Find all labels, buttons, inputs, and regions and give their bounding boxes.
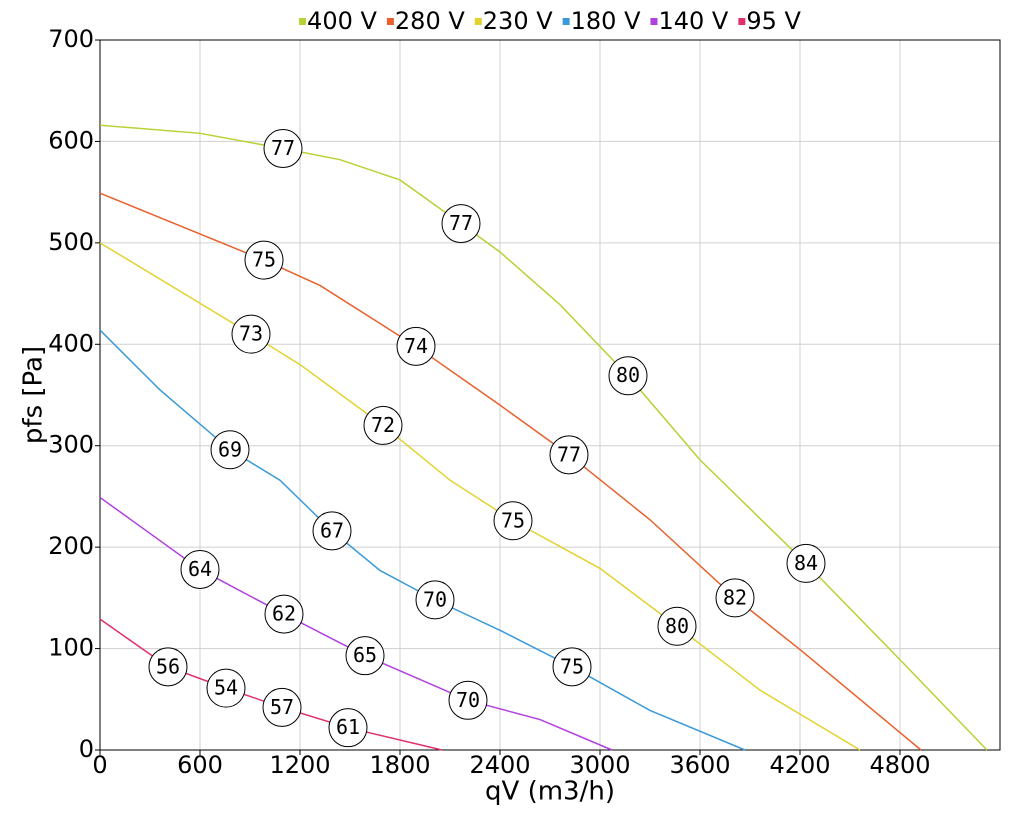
legend-swatch (299, 18, 307, 25)
annotation-label: 74 (404, 334, 428, 358)
annotation-circle (206, 668, 246, 708)
grid (99, 39, 1000, 751)
annotation-label: 61 (336, 715, 360, 739)
annotation-label: 77 (557, 442, 581, 466)
series-line (99, 329, 746, 751)
legend-label: 400 V (307, 7, 377, 35)
annotation-label: 80 (616, 363, 640, 387)
annotation-label: 70 (423, 587, 447, 611)
y-tick-label: 100 (48, 634, 94, 662)
annotation-circle (363, 405, 403, 445)
annotation-label: 75 (560, 654, 584, 678)
legend-swatch (650, 18, 658, 25)
annotation-label: 77 (271, 136, 295, 160)
legend-swatch (474, 18, 482, 25)
annotation-circle (264, 594, 304, 634)
legend-swatch (738, 18, 746, 25)
annotation-circle (549, 435, 589, 475)
legend-swatch (386, 18, 394, 25)
annotation-label: 69 (218, 437, 242, 461)
annotation-label: 57 (270, 695, 294, 719)
x-tick-label: 1800 (369, 751, 430, 779)
x-tick-label: 3000 (569, 751, 630, 779)
plot-frame (99, 39, 1001, 751)
legend-label: 180 V (571, 7, 641, 35)
y-tick-label: 300 (48, 431, 94, 459)
annotation-circle (148, 647, 188, 687)
annotation-circle (715, 578, 755, 618)
y-tick-label: 400 (48, 329, 94, 357)
annotation-label: 54 (214, 676, 238, 700)
x-axis-title: qV (m3/h) (485, 777, 615, 807)
legend-label: 280 V (395, 7, 465, 35)
annotation-label: 82 (723, 585, 747, 609)
y-tick-label: 0 (79, 735, 94, 763)
x-tick-label: 3600 (669, 751, 730, 779)
annotation-circle (415, 580, 455, 620)
annotation-circle (244, 240, 284, 280)
annotation-label: 73 (239, 322, 263, 346)
annotation-circle (328, 708, 368, 748)
x-tick-label: 1200 (269, 751, 330, 779)
annotation-circle (786, 543, 826, 583)
annotation-circle (396, 326, 436, 366)
annotation-circle (441, 204, 481, 244)
annotation-circle (262, 687, 302, 727)
annotation-circle (493, 501, 533, 541)
x-tick-label: 0 (92, 751, 107, 779)
legend-swatch (562, 18, 570, 25)
annotation-circle (312, 511, 352, 551)
annotation-label: 65 (353, 643, 377, 667)
y-tick-label: 700 (48, 25, 94, 53)
annotation-label: 84 (794, 551, 818, 575)
legend-label: 95 V (746, 7, 801, 35)
annotation-circle (263, 129, 303, 169)
annotation-label: 80 (665, 614, 689, 638)
annotation-label: 70 (456, 688, 480, 712)
x-tick-label: 4800 (869, 751, 930, 779)
annotation-circle (231, 314, 271, 354)
annotation-label: 67 (320, 518, 344, 542)
y-tick-label: 600 (48, 126, 94, 154)
annotation-circle (448, 680, 488, 720)
x-tick-label: 4200 (769, 751, 830, 779)
x-tick-label: 600 (177, 751, 223, 779)
series-line (99, 192, 922, 751)
annotation-label: 64 (188, 557, 212, 581)
x-tick-label: 2400 (469, 751, 530, 779)
series-line (99, 618, 443, 751)
y-axis-title: pfs [Pa] (19, 346, 49, 444)
annotation-circle (180, 549, 220, 589)
y-tick-label: 500 (48, 228, 94, 256)
annotation-label: 56 (156, 654, 180, 678)
annotation-label: 62 (272, 602, 296, 626)
annotation-label: 75 (501, 508, 525, 532)
legend-label: 140 V (658, 7, 728, 35)
annotation-circle (552, 647, 592, 687)
y-tick-label: 200 (48, 532, 94, 560)
series-line (99, 242, 861, 751)
annotation-label: 72 (371, 413, 395, 437)
annotation-circle (210, 430, 250, 470)
annotation-circle (657, 606, 697, 646)
legend: 400 V 280 V 230 V 180 V 140 V 95 V (299, 7, 802, 35)
annotation-label: 77 (449, 211, 473, 235)
legend-label: 230 V (483, 7, 553, 35)
annotation-circle (345, 636, 385, 676)
annotation-label: 75 (252, 248, 276, 272)
annotation-circle (608, 356, 648, 396)
